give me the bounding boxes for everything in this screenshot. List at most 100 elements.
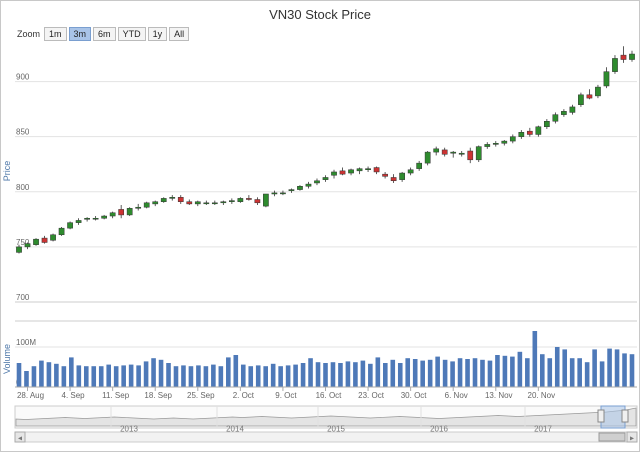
candle [194, 201, 201, 205]
x-tick-label: 6. Nov [445, 391, 468, 400]
zoom-button-all[interactable]: All [169, 27, 190, 41]
navigator-series [15, 407, 637, 427]
volume-bar [383, 363, 388, 387]
volume-bar [240, 364, 246, 387]
volume-bar [435, 356, 440, 387]
volume-bar [375, 357, 381, 387]
volume-bar [338, 363, 343, 387]
candle [211, 202, 218, 205]
navigator-handle-right[interactable] [621, 409, 629, 423]
navigator-selection[interactable] [600, 405, 626, 429]
volume-bar [554, 347, 560, 387]
x-tick-label: 11. Sep [102, 391, 130, 400]
price-grid [15, 81, 637, 303]
x-axis-labels: 28. Aug 4. Sep 11. Sep 18. Sep 25. Sep 2. Oct… [17, 387, 555, 400]
candle [603, 71, 610, 87]
volume-bar [584, 362, 590, 387]
volume-bar [368, 363, 373, 387]
x-tick-label: 30. Oct [401, 391, 428, 400]
candle [101, 215, 107, 219]
zoom-button-1y[interactable]: 1y [147, 27, 168, 41]
candle [50, 234, 56, 241]
volume-bar [532, 331, 538, 387]
candle [24, 243, 31, 248]
volume-bar [285, 365, 291, 387]
scrollbar-thumb[interactable] [598, 432, 626, 442]
volume-bar [450, 361, 455, 387]
volume-axis-title: Volume [2, 344, 12, 374]
candle [501, 140, 508, 144]
volume-bar [577, 358, 582, 387]
candle [237, 198, 244, 202]
candle [475, 146, 482, 161]
volume-bar [151, 358, 156, 387]
volume-bar [31, 366, 37, 387]
candle [629, 53, 635, 60]
volume-bar [181, 365, 186, 387]
candle [578, 94, 584, 105]
candle [246, 198, 252, 200]
zoom-button-3m[interactable]: 3m [68, 27, 92, 41]
candle [399, 172, 405, 180]
zoom-button-6m[interactable]: 6m [93, 27, 116, 41]
x-tick-label: 20. Nov [528, 391, 556, 400]
navigator-year-label: 2017 [534, 425, 552, 434]
candle [288, 189, 295, 191]
candle [484, 144, 491, 147]
scrollbar-left-button[interactable] [14, 431, 26, 443]
candle [160, 198, 167, 202]
volume-bar [569, 358, 575, 387]
volume-bar [128, 364, 134, 387]
x-tick-label: 25. Sep [187, 391, 215, 400]
volume-bar [495, 355, 500, 387]
price-axis-title: Price [2, 161, 12, 182]
candle [433, 148, 440, 153]
volume-tick-label: 100M [16, 338, 36, 347]
candle [416, 162, 423, 169]
zoom-button-1m[interactable]: 1m [44, 27, 67, 41]
zoom-label: Zoom [17, 29, 41, 39]
candle [126, 208, 133, 216]
volume-bar [502, 355, 508, 387]
x-tick-label: 18. Sep [144, 391, 172, 400]
volume-bar [121, 365, 126, 387]
volume-bar [46, 362, 52, 387]
candle [297, 186, 303, 190]
candle [382, 173, 388, 177]
volume-bar [525, 358, 530, 387]
volume-bar [39, 360, 44, 387]
volume-bar [211, 364, 216, 387]
candle [75, 220, 82, 223]
x-tick-label: 9. Oct [275, 391, 297, 400]
volume-bar [562, 349, 568, 387]
candle [228, 200, 235, 202]
zoom-controls: Zoom 1m 3m 6m YTD 1y All [17, 27, 191, 41]
volume-bar [405, 358, 411, 387]
candle [67, 222, 73, 229]
zoom-button-ytd[interactable]: YTD [117, 27, 146, 41]
volume-bar [98, 366, 104, 387]
candle [407, 169, 414, 174]
navigator-handle-left[interactable] [597, 409, 605, 423]
volume-bar [278, 366, 283, 387]
candle [348, 169, 354, 174]
candle [16, 246, 22, 253]
price-tick-label: 850 [16, 128, 30, 137]
volume-bar [315, 362, 321, 387]
volume-bar [592, 349, 597, 387]
volume-bar [218, 366, 224, 387]
volume-bar [622, 353, 627, 387]
volume-bar [300, 363, 306, 387]
scrollbar-right-button[interactable] [626, 431, 638, 443]
scrollbar-track[interactable] [14, 431, 638, 443]
volume-bar [397, 363, 403, 387]
volume-bar [517, 351, 523, 387]
volume-bar [599, 361, 605, 387]
volume-bar [472, 358, 478, 387]
volume-bar [345, 361, 351, 387]
candle [612, 58, 618, 72]
candle [331, 171, 337, 176]
price-tick-label: 750 [16, 238, 30, 247]
volume-bar [547, 358, 553, 387]
